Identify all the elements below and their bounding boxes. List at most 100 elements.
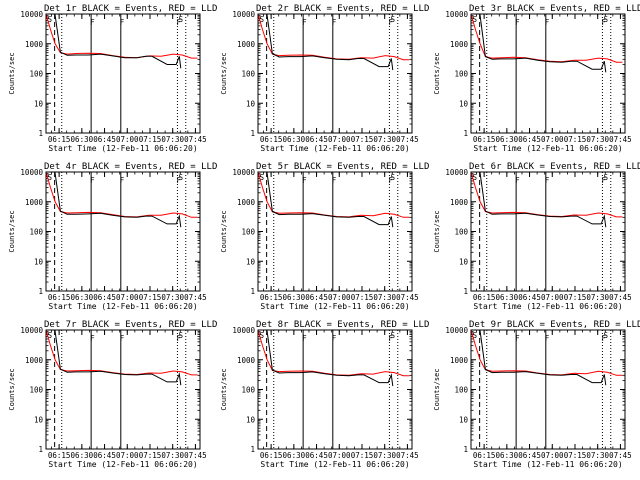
plot-frame	[470, 13, 626, 134]
x-tick-label: 07:15	[564, 451, 587, 460]
x-tick-label: 06:30	[496, 293, 519, 302]
x-axis-label: Start Time (12-Feb-11 06:06:20)	[473, 302, 622, 311]
y-tick-label: 100	[29, 386, 43, 395]
x-tick-label: 07:30	[161, 293, 184, 302]
x-tick-label: 07:15	[139, 451, 162, 460]
x-tick-label: 07:45	[396, 451, 419, 460]
panel-title: Det 4r BLACK = Events, RED = LLD	[44, 162, 217, 172]
y-tick-label: 10000	[232, 326, 255, 335]
panel-title: Det 6r BLACK = Events, RED = LLD	[469, 162, 640, 172]
x-tick-label: 07:45	[396, 135, 419, 144]
y-tick-label: 10	[246, 99, 256, 108]
x-tick-label: 06:45	[93, 293, 116, 302]
y-tick-label: 100	[241, 228, 255, 237]
events-series-line	[54, 330, 182, 386]
y-tick-label: 100	[241, 386, 255, 395]
x-tick-label: 07:30	[161, 135, 184, 144]
marker-label: F	[176, 18, 181, 27]
marker-label: F	[120, 18, 125, 27]
events-series-line	[266, 14, 394, 71]
corner-label: S	[178, 15, 183, 24]
marker-label: F	[601, 176, 606, 185]
corner-label: S	[603, 173, 608, 182]
plot-frame	[45, 171, 201, 292]
y-tick-label: 10000	[20, 10, 43, 19]
y-tick-label: 10000	[232, 168, 255, 177]
x-tick-label: 06:45	[518, 293, 541, 302]
panel-title: Det 5r BLACK = Events, RED = LLD	[256, 162, 429, 172]
y-tick-label: 1	[38, 445, 43, 454]
x-axis-label: Start Time (12-Feb-11 06:06:20)	[48, 302, 197, 311]
y-tick-label: 100	[241, 70, 255, 79]
x-tick-label: 06:30	[496, 135, 519, 144]
panel-8: Det 8r BLACK = Events, RED = LLD Counts/s…	[220, 320, 429, 469]
y-tick-label: 1	[250, 129, 255, 138]
corner-label: S	[390, 173, 395, 182]
x-tick-label: 07:15	[139, 293, 162, 302]
x-tick-label: 07:15	[564, 293, 587, 302]
x-tick-label: 06:45	[93, 135, 116, 144]
x-tick-label: 06:30	[496, 451, 519, 460]
x-tick-label: 07:30	[373, 451, 396, 460]
x-tick-label: 07:00	[328, 135, 351, 144]
x-tick-label: 06:45	[305, 135, 328, 144]
panel-2: Det 2r BLACK = Events, RED = LLD Counts/s…	[220, 4, 429, 153]
marker-label: F	[545, 18, 550, 27]
y-tick-label: 1000	[237, 356, 256, 365]
x-tick-label: 07:00	[116, 293, 139, 302]
panel-title: Det 8r BLACK = Events, RED = LLD	[256, 320, 429, 330]
corner-label: S	[473, 15, 478, 24]
panel-5: Det 5r BLACK = Events, RED = LLD Counts/s…	[220, 162, 429, 311]
y-axis-label: Counts/sec	[433, 52, 441, 94]
x-tick-label: 07:30	[161, 451, 184, 460]
x-tick-label: 07:30	[586, 451, 609, 460]
x-tick-label: 06:15	[48, 135, 71, 144]
y-tick-label: 10000	[20, 168, 43, 177]
y-axis-label: Counts/sec	[8, 210, 16, 252]
y-axis-label: Counts/sec	[8, 52, 16, 94]
marker-label: F	[120, 334, 125, 343]
x-axis-label: Start Time (12-Feb-11 06:06:20)	[473, 460, 622, 469]
x-tick-label: 07:00	[541, 135, 564, 144]
marker-label: F	[601, 334, 606, 343]
y-axis-label: Counts/sec	[220, 52, 228, 94]
plot-frame	[257, 13, 413, 134]
panel-title: Det 2r BLACK = Events, RED = LLD	[256, 4, 429, 14]
x-tick-label: 06:45	[518, 135, 541, 144]
x-tick-label: 06:30	[283, 135, 306, 144]
corner-label: S	[178, 331, 183, 340]
panel-title: Det 7r BLACK = Events, RED = LLD	[44, 320, 217, 330]
marker-label: F	[302, 176, 307, 185]
x-tick-label: 06:45	[93, 451, 116, 460]
corner-label: S	[390, 15, 395, 24]
y-tick-label: 1000	[450, 198, 469, 207]
y-tick-label: 10000	[445, 10, 468, 19]
y-tick-label: 1000	[237, 40, 256, 49]
y-tick-label: 1	[38, 129, 43, 138]
corner-label: S	[48, 15, 53, 24]
x-tick-label: 06:45	[305, 293, 328, 302]
y-tick-label: 10	[34, 99, 44, 108]
y-tick-label: 1000	[450, 356, 469, 365]
plot-frame	[257, 171, 413, 292]
y-tick-label: 1000	[25, 40, 44, 49]
x-tick-label: 06:30	[283, 451, 306, 460]
marker-label: F	[388, 176, 393, 185]
x-tick-label: 06:30	[71, 451, 94, 460]
x-tick-label: 07:00	[116, 135, 139, 144]
corner-label: S	[603, 15, 608, 24]
marker-label: F	[90, 18, 95, 27]
y-tick-label: 10000	[445, 326, 468, 335]
y-tick-label: 1	[463, 287, 468, 296]
x-tick-label: 07:15	[139, 135, 162, 144]
x-tick-label: 07:00	[328, 293, 351, 302]
lld-series-line	[46, 172, 198, 218]
x-axis-label: Start Time (12-Feb-11 06:06:20)	[260, 460, 409, 469]
corner-label: S	[260, 173, 265, 182]
y-axis-label: Counts/sec	[433, 368, 441, 410]
marker-label: F	[388, 18, 393, 27]
x-tick-label: 07:00	[328, 451, 351, 460]
corner-label: S	[260, 15, 265, 24]
x-tick-label: 07:15	[351, 451, 374, 460]
